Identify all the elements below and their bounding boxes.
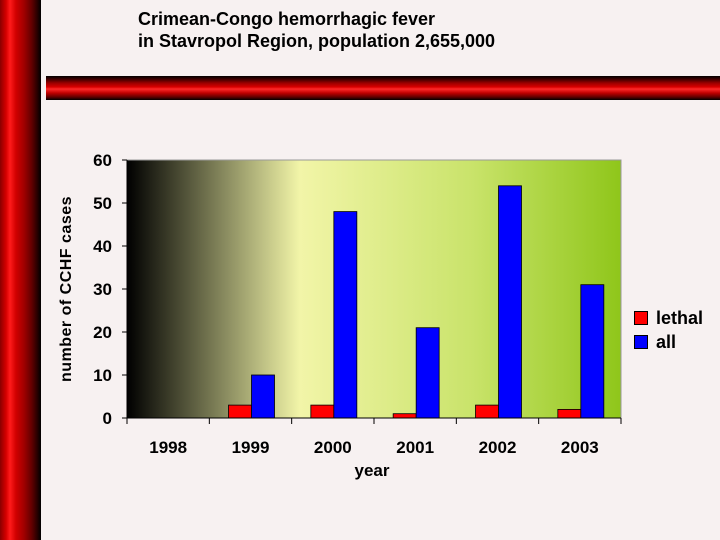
chart-title-line-2: in Stavropol Region, population 2,655,00…: [138, 31, 496, 51]
y-tick-label-20: 20: [93, 323, 112, 342]
bar-all-2002: [498, 185, 522, 419]
x-tick-label-2001: 2001: [396, 438, 434, 457]
bar-all-2000: [333, 211, 358, 419]
bar-all-1999: [251, 374, 275, 419]
y-tick-label-50: 50: [93, 194, 112, 213]
y-tick-label-0: 0: [103, 409, 112, 428]
chart-title: Crimean-Congo hemorrhagic fever in Stavr…: [138, 8, 698, 52]
x-tick-label-2000: 2000: [314, 438, 352, 457]
bar-lethal-2002: [475, 404, 499, 419]
plot-area: [126, 159, 622, 419]
y-tick-label-30: 30: [93, 280, 112, 299]
y-axis-label: number of CCHF cases: [58, 196, 75, 382]
x-tick-label-1998: 1998: [149, 438, 187, 457]
slide-top-band: [46, 76, 720, 100]
chart-title-line-1: Crimean-Congo hemorrhagic fever: [138, 9, 436, 29]
axes-group: 1998 1999 2000 2001 2002 2003 0 10 20 30 40 50 60: [93, 151, 622, 457]
x-tick-label-1999: 1999: [232, 438, 270, 457]
x-tick-label-2002: 2002: [479, 438, 517, 457]
x-tick-label-2003: 2003: [561, 438, 599, 457]
legend-item-lethal: lethal: [634, 306, 703, 330]
bar-lethal-1999: [228, 404, 252, 419]
y-tick-label-40: 40: [93, 237, 112, 256]
legend-item-all: all: [634, 330, 703, 354]
bar-all-2001: [415, 327, 440, 419]
bar-lethal-2003: [557, 408, 582, 419]
legend-swatch-lethal: [634, 311, 648, 325]
y-tick-label-60: 60: [93, 151, 112, 170]
legend: lethal all: [634, 306, 703, 354]
legend-label-lethal: lethal: [656, 307, 704, 328]
bar-lethal-2001: [392, 413, 417, 419]
legend-label-all: all: [656, 331, 677, 352]
bar-all-2003: [580, 284, 605, 419]
bar-lethal-2000: [310, 404, 335, 419]
legend-swatch-all: [634, 335, 648, 349]
slide-left-bar: [0, 0, 46, 540]
y-tick-label-10: 10: [93, 366, 112, 385]
x-axis-label: year: [355, 461, 390, 480]
